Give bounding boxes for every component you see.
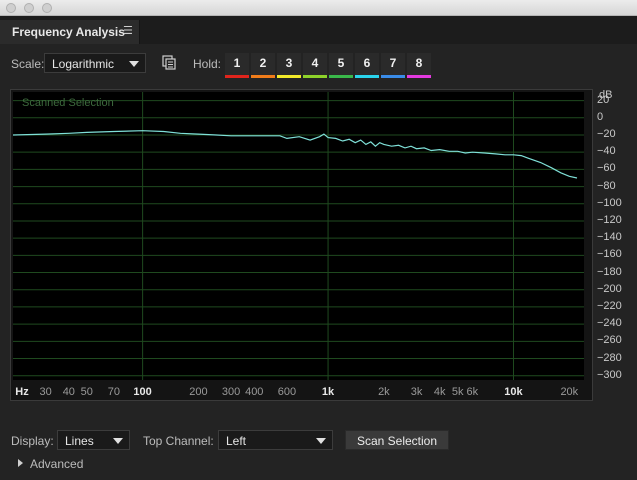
y-tick-label: −40 <box>597 145 616 158</box>
y-tick-label: 20 <box>597 93 610 106</box>
hold-button-label: 8 <box>415 56 423 70</box>
x-tick-label: 50 <box>80 386 93 398</box>
x-axis-unit: Hz <box>15 386 29 398</box>
y-axis-unit: dB <box>599 89 613 101</box>
hold-color-swatch <box>251 75 275 78</box>
hold-button-4[interactable]: 4 <box>303 53 327 78</box>
top-channel-label: Top Channel: <box>143 434 214 448</box>
hold-button-label: 5 <box>337 56 345 70</box>
x-tick-label: 30 <box>39 386 52 398</box>
x-tick-label: 5k <box>451 386 464 398</box>
chevron-down-icon <box>129 61 139 67</box>
y-tick-label: −80 <box>597 179 616 192</box>
hold-color-swatch <box>355 75 379 78</box>
hold-button-1[interactable]: 1 <box>225 53 249 78</box>
zoom-window-button[interactable] <box>42 3 52 13</box>
hold-color-swatch <box>381 75 405 78</box>
x-tick-label: 3k <box>410 386 423 398</box>
scale-value: Logarithmic <box>52 57 115 71</box>
y-tick-label: −240 <box>597 317 622 330</box>
hold-button-label: 2 <box>259 56 267 70</box>
top-channel-dropdown[interactable]: Left <box>218 430 333 450</box>
hold-button-3[interactable]: 3 <box>277 53 301 78</box>
x-tick-label: 200 <box>189 386 208 398</box>
y-tick-label: −200 <box>597 282 622 295</box>
advanced-toggle[interactable]: Advanced <box>30 457 84 471</box>
y-tick-label: −300 <box>597 368 622 381</box>
hold-color-swatch <box>329 75 353 78</box>
display-dropdown[interactable]: Lines <box>57 430 130 450</box>
x-tick-label: 6k <box>466 386 479 398</box>
hold-button-label: 3 <box>285 56 293 70</box>
copy-icon[interactable] <box>160 54 178 72</box>
panel-menu-icon[interactable]: ☰ <box>123 25 133 37</box>
y-tick-label: −120 <box>597 213 622 226</box>
hold-button-5[interactable]: 5 <box>329 53 353 78</box>
x-tick-label: 400 <box>245 386 264 398</box>
disclosure-triangle-icon[interactable] <box>18 459 23 467</box>
x-tick-label: 4k <box>433 386 446 398</box>
scan-selection-button[interactable]: Scan Selection <box>345 430 449 450</box>
panel-tab-bar: Frequency Analysis ☰ <box>0 16 637 44</box>
x-tick-label: 70 <box>107 386 121 398</box>
frequency-graph[interactable] <box>13 92 584 380</box>
y-tick-label: −260 <box>597 334 622 347</box>
hold-button-label: 7 <box>389 56 397 70</box>
hold-button-label: 1 <box>233 56 241 70</box>
window-titlebar <box>0 0 637 16</box>
tab-frequency-analysis[interactable]: Frequency Analysis ☰ <box>0 20 140 44</box>
display-value: Lines <box>65 434 94 448</box>
x-tick-label: 40 <box>62 386 75 398</box>
y-tick-label: −160 <box>597 248 622 261</box>
chevron-down-icon <box>113 438 123 444</box>
hold-button-label: 6 <box>363 56 371 70</box>
tab-title: Frequency Analysis <box>12 25 125 39</box>
hold-color-swatch <box>225 75 249 78</box>
y-tick-label: −140 <box>597 231 622 244</box>
x-tick-label: 300 <box>221 386 241 398</box>
hold-label: Hold: <box>193 57 222 71</box>
y-tick-label: −100 <box>597 196 622 209</box>
y-tick-label: −20 <box>597 127 616 140</box>
minimize-window-button[interactable] <box>24 3 34 13</box>
scale-dropdown[interactable]: Logarithmic <box>44 53 146 73</box>
x-tick-label: 100 <box>133 386 152 398</box>
hold-button-7[interactable]: 7 <box>381 53 405 78</box>
y-tick-label: −220 <box>597 299 622 312</box>
hold-color-swatch <box>303 75 327 78</box>
x-tick-label: 600 <box>277 386 297 398</box>
y-tick-label: 0 <box>597 110 604 123</box>
hold-button-2[interactable]: 2 <box>251 53 275 78</box>
x-tick-label: 20k <box>560 386 579 398</box>
display-label: Display: <box>11 434 54 448</box>
graph-overlay-label: Scanned Selection <box>22 97 114 109</box>
y-tick-label: −180 <box>597 265 622 278</box>
hold-button-6[interactable]: 6 <box>355 53 379 78</box>
spectrum-curve <box>13 130 578 179</box>
hold-button-8[interactable]: 8 <box>407 53 431 78</box>
top-channel-value: Left <box>226 434 247 448</box>
close-window-button[interactable] <box>6 3 16 13</box>
scale-label: Scale: <box>11 57 45 71</box>
scan-selection-label: Scan Selection <box>356 434 438 448</box>
y-tick-label: −60 <box>597 162 616 175</box>
hold-color-swatch <box>277 75 301 78</box>
chevron-down-icon <box>316 438 326 444</box>
x-tick-label: 2k <box>378 386 390 398</box>
x-tick-label: 10k <box>504 386 523 398</box>
x-tick-label: 1k <box>321 386 335 398</box>
hold-button-label: 4 <box>311 56 319 70</box>
hold-color-swatch <box>407 75 431 78</box>
y-tick-label: −280 <box>597 351 622 364</box>
